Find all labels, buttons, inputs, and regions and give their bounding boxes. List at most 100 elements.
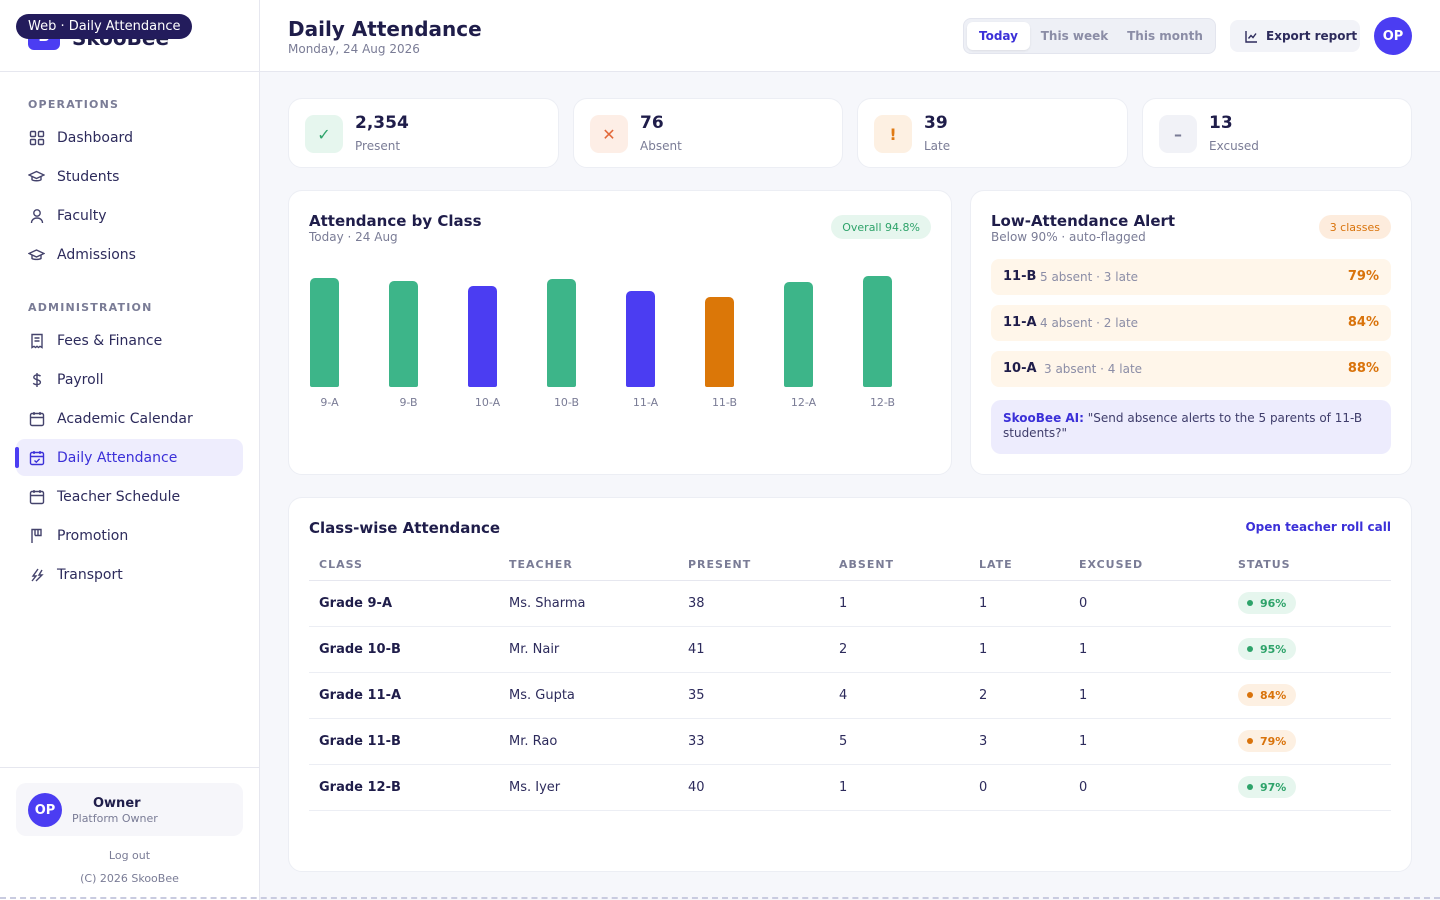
top-header: Daily Attendance Monday, 24 Aug 2026 Tod… [260,0,1440,72]
cell-excused: 1 [1069,626,1228,673]
cell-absent: 5 [829,718,969,765]
sidebar-item-students[interactable]: Students [16,158,243,195]
exclamation-icon: ! [874,115,912,153]
bar-10-A[interactable] [468,286,497,387]
cell-present: 41 [678,626,829,673]
cell-status: 84% [1228,672,1391,719]
cell-excused: 0 [1069,580,1228,627]
sidebar-item-label: Dashboard [57,129,133,146]
column-header[interactable]: PRESENT [678,550,829,581]
bar-9-A[interactable] [310,278,339,387]
bar-label: 9-A [320,396,339,409]
sidebar-item-label: Faculty [57,207,107,224]
stat-value: 39 [924,113,948,133]
cell-class: Grade 11-B [309,718,499,765]
user-role: Platform Owner [72,812,158,825]
calendar-check-icon [28,449,45,466]
table-row[interactable]: Grade 12-B Ms. Iyer 40 1 0 0 97% [309,764,1391,811]
stat-card-present: ✓ 2,354 Present [288,98,559,168]
sidebar-item-label: Teacher Schedule [57,488,181,505]
tab-this-week[interactable]: This week [1040,29,1109,43]
sidebar-item-daily-attendance[interactable]: Daily Attendance [15,439,243,476]
open-teacher-roll-call-link[interactable]: Open teacher roll call [1245,520,1391,534]
alert-detail: 5 absent · 3 late [1040,270,1139,284]
alert-percent: 84% [1347,315,1379,330]
alert-class: 11-B [1003,269,1037,284]
bar-11-B[interactable] [705,297,734,387]
alert-row[interactable]: 11-B 5 absent · 3 late 79% [991,259,1391,295]
calendar-icon [28,410,45,427]
cell-teacher: Ms. Iyer [499,764,678,811]
cell-present: 38 [678,580,829,627]
column-header[interactable]: TEACHER [499,550,678,581]
user-card[interactable]: OP Owner Platform Owner [16,783,243,836]
sidebar-item-label: Payroll [57,371,104,388]
sidebar-item-transport[interactable]: Transport [16,556,243,593]
ai-text: "Send absence alerts to the 5 parents of… [1003,411,1363,440]
column-header[interactable]: ABSENT [829,550,969,581]
sidebar-item-dashboard[interactable]: Dashboard [16,119,243,156]
status-badge: 95% [1238,638,1297,660]
sidebar-item-teacher-schedule[interactable]: Teacher Schedule [16,478,243,515]
alert-percent: 88% [1347,361,1379,376]
cell-status: 79% [1228,718,1391,765]
alert-count-badge: 3 classes [1318,215,1391,239]
table-row[interactable]: Grade 11-A Ms. Gupta 35 4 2 1 84% [309,672,1391,719]
status-value: 97% [1260,780,1287,794]
sidebar-item-fees-finance[interactable]: Fees & Finance [16,322,243,359]
stat-label: Absent [640,139,682,153]
alert-row[interactable]: 11-A 4 absent · 2 late 84% [991,305,1391,341]
status-badge: 84% [1238,684,1297,706]
ai-name: SkooBee AI: [1003,411,1084,425]
cell-teacher: Mr. Rao [499,718,678,765]
cell-excused: 1 [1069,718,1228,765]
table-row[interactable]: Grade 9-A Ms. Sharma 38 1 1 0 96% [309,580,1391,627]
column-header[interactable]: LATE [969,550,1069,581]
cell-present: 40 [678,764,829,811]
cell-late: 2 [969,672,1069,719]
tab-this-month[interactable]: This month [1127,29,1203,43]
column-header[interactable]: EXCUSED [1069,550,1228,581]
sidebar-item-label: Daily Attendance [57,449,178,466]
bar-label: 11-A [632,396,659,409]
bar-12-B[interactable] [863,276,892,387]
bar-label: 12-B [869,396,896,409]
cell-late: 0 [969,764,1069,811]
table-row[interactable]: Grade 10-B Mr. Nair 41 2 1 1 95% [309,626,1391,673]
sidebar-item-admissions[interactable]: Admissions [16,236,243,273]
bar-label: 10-B [553,396,580,409]
column-header[interactable]: CLASS [309,550,499,581]
cell-teacher: Ms. Sharma [499,580,678,627]
receipt-icon [28,332,45,349]
ai-suggestion[interactable]: SkooBee AI: "Send absence alerts to the … [991,400,1391,454]
alert-row[interactable]: 10-A 3 absent · 4 late 88% [991,351,1391,387]
bar-9-B[interactable] [389,281,418,387]
stat-card-absent: ✕ 76 Absent [573,98,843,168]
bar-12-A[interactable] [784,282,813,387]
sidebar-item-label: Academic Calendar [57,410,193,427]
sidebar-item-payroll[interactable]: Payroll [16,361,243,398]
status-dot-icon [1247,600,1253,606]
sidebar-item-academic-calendar[interactable]: Academic Calendar [16,400,243,437]
column-header[interactable]: STATUS [1228,550,1391,581]
tab-today[interactable]: Today [967,22,1030,50]
page-context-tag: Web · Daily Attendance [16,14,193,39]
sidebar-item-promotion[interactable]: Promotion [16,517,243,554]
sidebar-item-faculty[interactable]: Faculty [16,197,243,234]
x-icon: ✕ [590,115,628,153]
alert-detail: 3 absent · 4 late [1044,362,1143,376]
overall-badge: Overall 94.8% [831,215,931,239]
cell-status: 96% [1228,580,1391,627]
export-report-button[interactable]: Export report [1230,20,1360,52]
stat-value: 13 [1209,113,1233,133]
sidebar-item-label: Promotion [57,527,129,544]
bar-10-B[interactable] [547,279,576,387]
table-row[interactable]: Grade 11-B Mr. Rao 33 5 3 1 79% [309,718,1391,765]
bar-11-A[interactable] [626,291,655,387]
range-tabs: Today This week This month [963,18,1216,54]
header-avatar[interactable]: OP [1374,17,1412,55]
status-badge: 97% [1238,776,1297,798]
stat-card-late: ! 39 Late [857,98,1128,168]
bottom-divider [0,897,1440,899]
logout-link[interactable]: Log out [108,849,151,862]
